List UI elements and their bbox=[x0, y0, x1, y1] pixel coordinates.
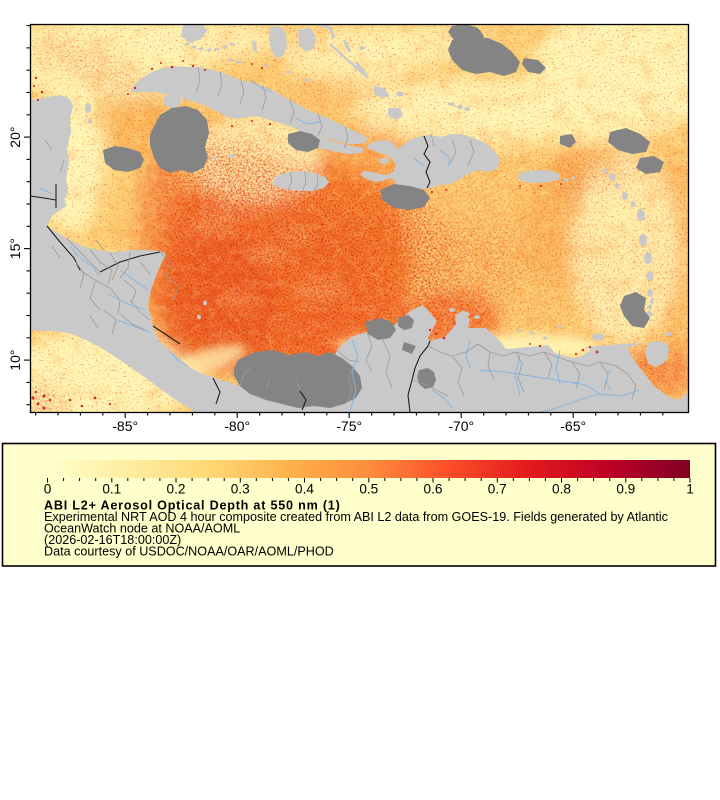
svg-text:0.7: 0.7 bbox=[488, 482, 507, 497]
svg-text:20°: 20° bbox=[7, 127, 23, 148]
svg-text:OceanWatch node at NOAA/AOML: OceanWatch node at NOAA/AOML bbox=[44, 522, 240, 536]
svg-text:-80°: -80° bbox=[224, 418, 250, 434]
svg-text:1: 1 bbox=[686, 482, 694, 497]
svg-text:15°: 15° bbox=[7, 238, 23, 259]
svg-text:0.3: 0.3 bbox=[231, 482, 250, 497]
svg-text:0.4: 0.4 bbox=[295, 482, 314, 497]
svg-text:-75°: -75° bbox=[336, 418, 362, 434]
svg-text:-65°: -65° bbox=[560, 418, 586, 434]
svg-text:0.5: 0.5 bbox=[359, 482, 378, 497]
svg-text:10°: 10° bbox=[7, 350, 23, 371]
svg-text:0: 0 bbox=[44, 482, 52, 497]
svg-text:0.9: 0.9 bbox=[616, 482, 635, 497]
svg-text:Data courtesy of USDOC/NOAA/OA: Data courtesy of USDOC/NOAA/OAR/AOML/PHO… bbox=[44, 545, 334, 559]
svg-text:0.8: 0.8 bbox=[552, 482, 571, 497]
svg-text:ABI L2+ Aerosol Optical Depth: ABI L2+ Aerosol Optical Depth at 550 nm … bbox=[44, 499, 341, 513]
svg-text:-85°: -85° bbox=[112, 418, 138, 434]
svg-text:0.6: 0.6 bbox=[424, 482, 443, 497]
svg-text:Experimental NRT AOD 4 hour co: Experimental NRT AOD 4 hour composite cr… bbox=[44, 510, 668, 524]
svg-text:0.1: 0.1 bbox=[102, 482, 121, 497]
svg-text:0.2: 0.2 bbox=[167, 482, 186, 497]
svg-text:(2026-02-16T18:00:00Z): (2026-02-16T18:00:00Z) bbox=[44, 533, 181, 547]
svg-text:-70°: -70° bbox=[448, 418, 474, 434]
